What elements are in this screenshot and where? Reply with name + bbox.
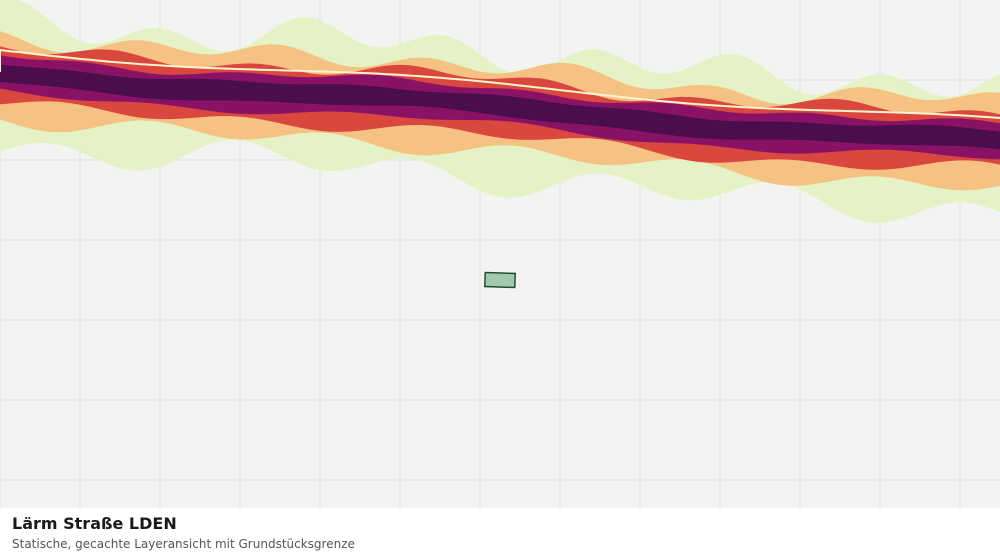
road-edge [0,48,1000,119]
noise-bands [0,0,1000,223]
map-subtitle: Statische, gecachte Layeransicht mit Gru… [12,537,355,551]
caption: Lärm Straße LDEN Statische, gecachte Lay… [0,508,1000,560]
noise-band [0,64,1000,150]
parcel-boundary [483,271,517,289]
map-title: Lärm Straße LDEN [12,514,177,533]
map [0,0,1000,508]
